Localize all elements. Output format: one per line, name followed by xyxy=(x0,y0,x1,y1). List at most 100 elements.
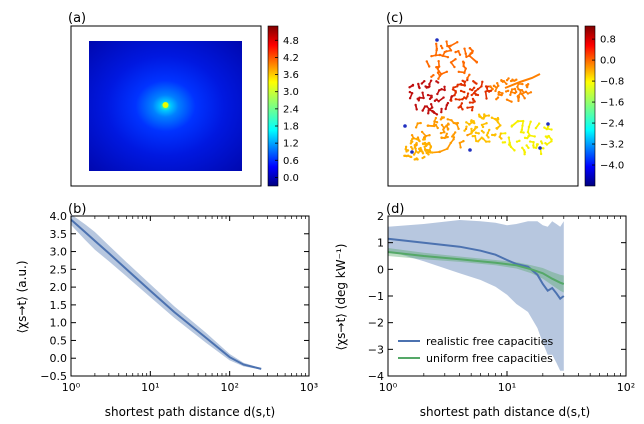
network-node xyxy=(490,133,494,137)
network-node xyxy=(443,50,446,54)
network-node xyxy=(524,90,528,94)
plot-frame xyxy=(70,215,310,377)
network-node xyxy=(538,146,542,150)
network-node xyxy=(545,127,549,131)
network-node xyxy=(449,49,453,52)
network-node xyxy=(422,136,426,139)
network-node xyxy=(449,141,452,145)
network-node xyxy=(481,137,485,140)
network-node xyxy=(457,70,460,74)
network-node xyxy=(539,152,543,156)
network-node xyxy=(516,119,520,123)
panel-a-peak xyxy=(162,102,169,108)
network-node xyxy=(435,98,438,101)
network-node xyxy=(509,93,512,97)
network-node xyxy=(425,105,429,108)
panel-d-plot: 10⁰ 10¹ 10² 2 1 0 −1 −2 −3 −4 xyxy=(368,210,635,394)
network-node xyxy=(510,100,513,103)
network-node xyxy=(423,138,426,141)
network-node xyxy=(440,110,443,114)
y-tick-label: −1 xyxy=(368,290,384,303)
network-node xyxy=(542,147,545,150)
network-node xyxy=(432,73,435,77)
network-node xyxy=(429,102,433,106)
network-node xyxy=(442,116,446,119)
network-node xyxy=(415,143,418,147)
network-node xyxy=(466,133,469,137)
network-node xyxy=(527,146,530,150)
y-tick-label: 1.5 xyxy=(50,299,68,312)
network-node xyxy=(459,146,462,149)
network-node xyxy=(454,131,457,134)
network-node xyxy=(484,90,487,93)
network-node xyxy=(499,124,502,127)
network-node xyxy=(495,86,498,89)
network-node xyxy=(425,60,428,63)
network-node xyxy=(427,112,430,115)
network-node xyxy=(414,126,418,129)
network-node xyxy=(421,91,424,94)
network-node xyxy=(517,99,520,103)
network-node xyxy=(465,121,468,124)
network-node xyxy=(544,141,547,145)
network-node xyxy=(446,135,449,139)
network-node xyxy=(426,142,430,146)
network-node xyxy=(413,158,416,161)
network-node xyxy=(515,78,518,81)
colorbar-tick-label: 1.2 xyxy=(283,139,299,150)
network-node xyxy=(420,82,424,85)
network-node xyxy=(487,136,490,139)
network-node xyxy=(526,92,530,95)
network-node xyxy=(483,113,486,116)
network-node xyxy=(437,100,440,103)
network-node xyxy=(494,89,497,93)
network-node xyxy=(477,113,481,116)
network-node xyxy=(446,101,450,105)
network-node xyxy=(418,96,421,99)
network-node xyxy=(464,127,468,131)
panel-d-xlabel: shortest path distance d(s,t) xyxy=(420,405,591,419)
y-tick-label: 0.5 xyxy=(50,334,68,347)
network-node xyxy=(516,85,519,89)
panel-label-a: (a) xyxy=(68,11,86,26)
network-node xyxy=(417,151,420,154)
network-node xyxy=(515,140,519,143)
panel-d-legend: realistic free capacities uniform free c… xyxy=(398,335,553,365)
network-node xyxy=(457,49,460,53)
network-node xyxy=(444,107,447,111)
network-node xyxy=(456,40,459,44)
network-node xyxy=(537,122,541,125)
network-node xyxy=(475,61,478,64)
network-node xyxy=(477,132,480,135)
panel-label-b: (b) xyxy=(68,202,86,217)
network-node xyxy=(507,136,511,139)
network-node xyxy=(526,82,530,86)
network-node xyxy=(441,54,445,58)
y-tick-label: −3 xyxy=(368,343,384,356)
network-node xyxy=(443,85,446,89)
network-node xyxy=(466,95,469,98)
network-node xyxy=(501,141,505,144)
network-node xyxy=(424,134,428,138)
network-node xyxy=(514,90,518,94)
network-node xyxy=(463,96,466,99)
network-node xyxy=(461,79,464,83)
network-node xyxy=(428,97,432,101)
network-node xyxy=(485,97,488,100)
network-node xyxy=(460,102,464,105)
network-node xyxy=(459,89,463,93)
network-node xyxy=(417,99,420,102)
network-node xyxy=(416,122,419,125)
network-edge xyxy=(432,151,440,154)
panel-d-ylabel: ⟨χs→t⟩ (deg kW⁻¹) xyxy=(334,244,348,351)
network-node xyxy=(485,134,489,137)
network-node xyxy=(442,126,446,130)
network-node xyxy=(428,65,431,68)
network-node xyxy=(437,89,441,92)
network-node xyxy=(453,94,456,97)
network-node xyxy=(470,109,474,112)
network-node xyxy=(462,139,465,143)
colorbar-tick-label: 1.8 xyxy=(283,122,299,133)
network-node xyxy=(446,128,450,131)
network-node xyxy=(471,49,474,53)
